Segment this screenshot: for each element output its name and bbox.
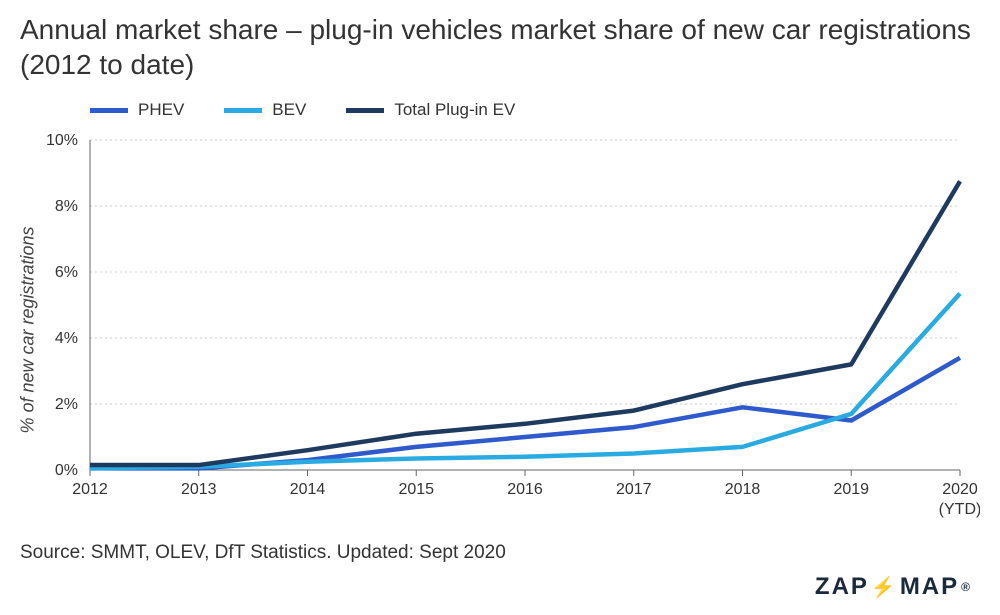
svg-text:(YTD): (YTD) [939,501,980,518]
legend: PHEV BEV Total Plug-in EV [20,100,980,120]
chart-container: Annual market share – plug-in vehicles m… [0,0,1000,615]
svg-text:0%: 0% [55,462,78,479]
logo-right: MAP [900,573,959,601]
svg-text:2018: 2018 [725,481,761,498]
svg-text:2014: 2014 [290,481,326,498]
svg-text:10%: 10% [46,132,78,149]
svg-text:2020: 2020 [942,481,978,498]
svg-text:2019: 2019 [833,481,869,498]
legend-label: Total Plug-in EV [394,100,515,120]
logo-left: ZAP [815,573,869,601]
svg-text:2%: 2% [55,396,78,413]
legend-label: BEV [272,100,306,120]
legend-label: PHEV [138,100,184,120]
legend-item-phev: PHEV [90,100,184,120]
legend-item-total: Total Plug-in EV [346,100,515,120]
chart-title: Annual market share – plug-in vehicles m… [20,12,980,82]
bolt-icon: ⚡ [871,575,898,600]
svg-text:2013: 2013 [181,481,217,498]
logo-registered: ® [961,580,972,594]
svg-text:6%: 6% [55,264,78,281]
svg-text:2017: 2017 [616,481,652,498]
zapmap-logo: ZAP ⚡ MAP ® [815,573,972,601]
svg-text:2016: 2016 [507,481,543,498]
legend-swatch [90,108,128,113]
legend-swatch [346,108,384,113]
chart-svg: 0% 2% 4% 6% 8% 10% 2012 2013 2014 2015 2016 2017 201… [20,130,980,530]
svg-text:2015: 2015 [398,481,434,498]
chart-area: % of new car registrations 0% 2% 4% 6% 8% 10%… [20,130,980,530]
source-text: Source: SMMT, OLEV, DfT Statistics. Upda… [20,542,980,564]
svg-text:4%: 4% [55,330,78,347]
svg-text:2012: 2012 [72,481,108,498]
svg-text:8%: 8% [55,198,78,215]
y-axis-label: % of new car registrations [18,226,39,433]
legend-item-bev: BEV [224,100,306,120]
legend-swatch [224,108,262,113]
